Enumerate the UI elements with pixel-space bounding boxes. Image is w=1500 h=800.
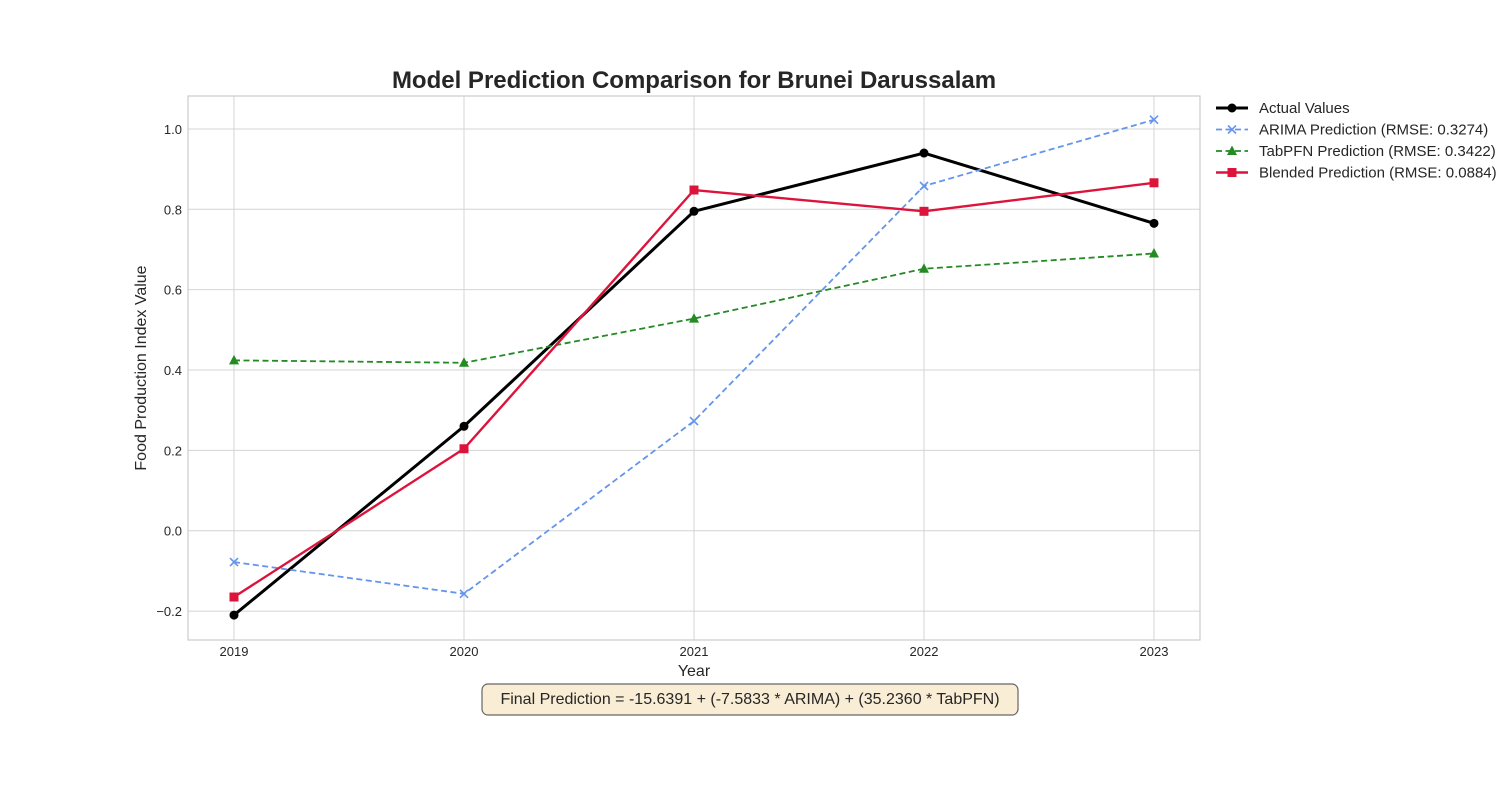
x-axis-label: Year	[678, 663, 711, 680]
chart-title: Model Prediction Comparison for Brunei D…	[392, 67, 996, 94]
data-point	[229, 557, 239, 567]
series-3	[229, 178, 1159, 602]
data-point	[1149, 115, 1159, 125]
legend: Actual Values ARIMA Prediction (RMSE: 0.3…	[1216, 100, 1497, 182]
tick-labels: 2019 2020 2021 2022 2023 −0.2 0.0 0.2 0.4 0.6 0.8 1…	[156, 122, 1168, 659]
series	[229, 115, 1159, 620]
series-2	[229, 247, 1159, 367]
data-point	[459, 444, 469, 454]
data-point	[689, 206, 699, 216]
data-point	[459, 589, 469, 599]
legend-marker	[1227, 103, 1237, 113]
legend-entry: ARIMA Prediction (RMSE: 0.3274)	[1259, 122, 1488, 139]
series-1	[229, 115, 1159, 599]
legend-entry: TabPFN Prediction (RMSE: 0.3422)	[1259, 143, 1496, 160]
data-point	[689, 185, 699, 195]
plot-frame	[187, 95, 1201, 641]
data-point	[229, 354, 239, 365]
x-tick-label: 2019	[220, 644, 249, 659]
legend-marker	[1227, 124, 1237, 135]
data-point	[919, 181, 929, 191]
x-tick-label: 2020	[450, 644, 479, 659]
data-point	[229, 610, 239, 620]
data-point	[689, 416, 699, 426]
formula-box	[481, 683, 1019, 716]
y-tick-label: 0.8	[164, 202, 182, 217]
data-point	[1149, 218, 1159, 228]
series-0	[229, 148, 1159, 620]
data-point	[459, 421, 469, 431]
legend-marker	[1227, 168, 1237, 177]
y-axis-label: Food Production Index Value	[133, 265, 150, 470]
data-point	[919, 148, 929, 158]
y-tick-label: 0.6	[164, 283, 182, 298]
y-tick-label: 0.0	[164, 524, 182, 539]
legend-entry: Blended Prediction (RMSE: 0.0884)	[1259, 165, 1497, 182]
series-line	[233, 252, 1155, 364]
x-tick-label: 2021	[680, 644, 709, 659]
series-line	[233, 118, 1155, 595]
y-tick-label: −0.2	[156, 604, 182, 619]
y-tick-label: 1.0	[164, 122, 182, 137]
data-point	[1149, 178, 1159, 188]
legend-entry: Actual Values	[1259, 100, 1350, 117]
data-point	[919, 206, 929, 216]
formula-annotation: Final Prediction = -15.6391 + (-7.5833 *…	[500, 691, 999, 708]
x-tick-label: 2023	[1140, 644, 1169, 659]
data-point	[1149, 247, 1159, 258]
data-point	[229, 592, 239, 602]
x-tick-label: 2022	[910, 644, 939, 659]
legend-marker	[1227, 145, 1237, 155]
data-point	[919, 263, 929, 273]
y-tick-label: 0.4	[164, 363, 182, 378]
y-tick-label: 0.2	[164, 443, 182, 458]
data-point	[689, 313, 699, 323]
data-point	[459, 357, 469, 367]
